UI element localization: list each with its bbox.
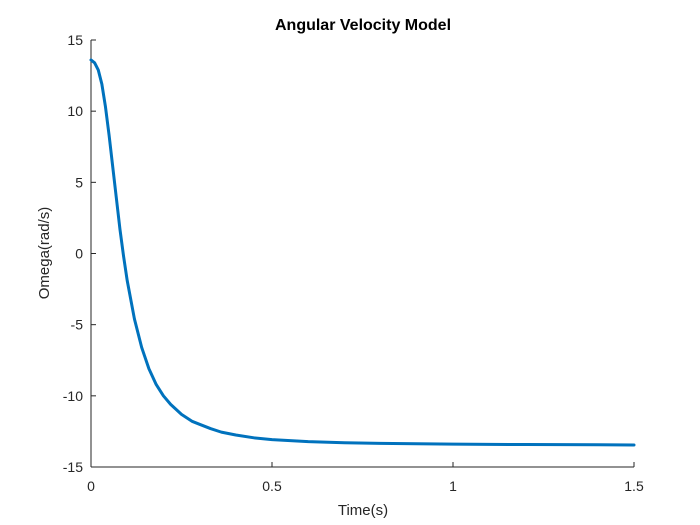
y-tick-label: -15	[63, 459, 83, 475]
y-tick-label: 10	[67, 103, 83, 119]
series-line	[89, 58, 636, 447]
x-tick-label: 0	[87, 478, 95, 494]
x-tick-label: 1	[449, 478, 457, 494]
y-tick-label: -10	[63, 388, 83, 404]
y-tick-label: 0	[75, 246, 83, 262]
x-axis-label: Time(s)	[338, 502, 388, 519]
y-tick-label: 15	[67, 32, 83, 48]
x-tick-label: 0.5	[262, 478, 282, 494]
chart-title: Angular Velocity Model	[275, 17, 451, 34]
y-axis-label: Omega(rad/s)	[36, 207, 53, 300]
axis-ticks: 0 0.5 1 1.5 15 10 5 0 -5 -10 -15	[63, 32, 644, 494]
y-tick-label: 5	[75, 174, 83, 190]
x-tick-label: 1.5	[624, 478, 644, 494]
y-tick-label: -5	[71, 317, 84, 333]
axes	[90, 40, 634, 468]
